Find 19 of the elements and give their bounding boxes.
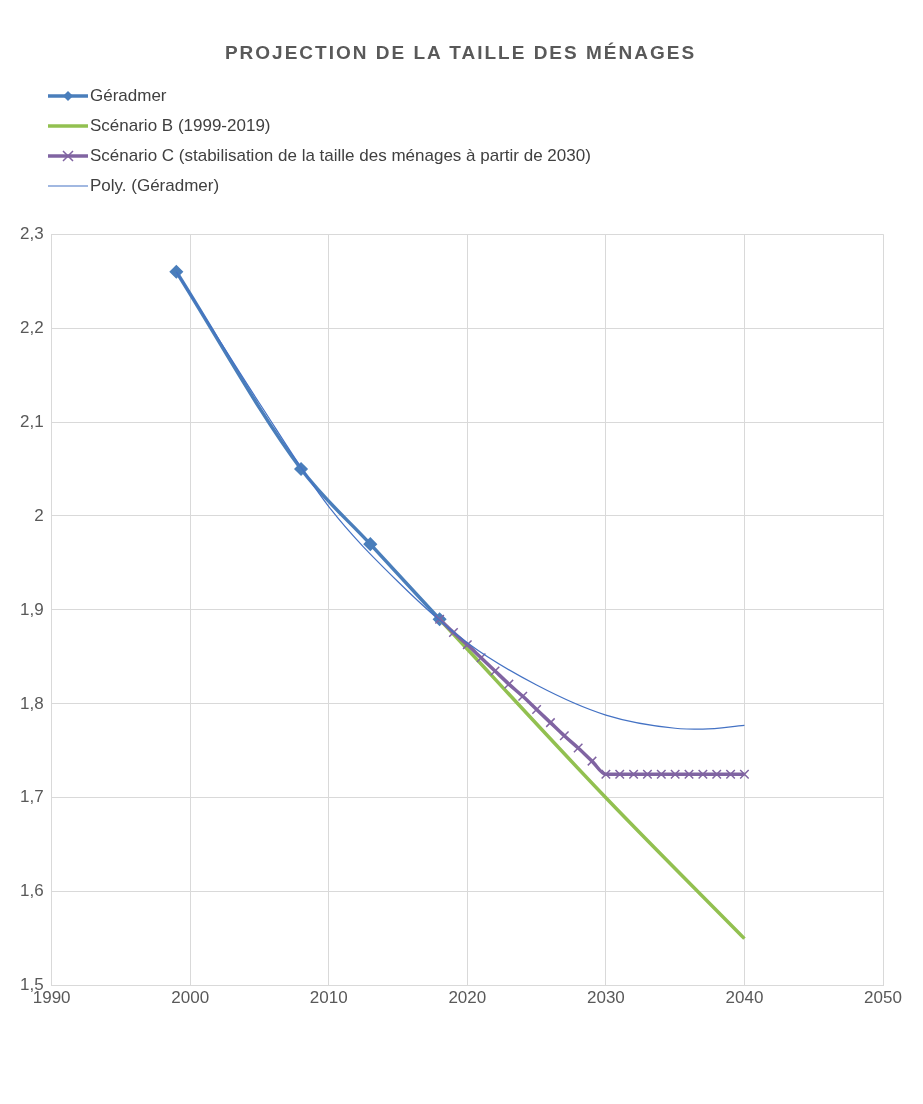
y-tick-label: 2,1 [19,411,44,431]
y-tick-label: 2,3 [19,223,44,243]
x-tick-label: 2020 [448,988,487,1008]
x-tick-label: 2010 [309,988,348,1008]
x-tick-label: 2030 [586,988,625,1008]
legend-label: Scénario C (stabilisation de la taille des ménages à partir de 2030) [90,146,591,166]
y-tick-label: 1,9 [19,599,44,619]
x-tick-label: 2050 [864,988,902,1008]
legend-label: Géradmer [90,86,167,106]
y-tick-label: 1,8 [19,693,44,713]
y-tick-label: 1,7 [19,787,44,807]
y-tick-label: 1,6 [19,881,44,901]
y-tick-label: 2 [34,505,44,525]
x-tick-label: 2040 [725,988,764,1008]
legend-label: Poly. (Géradmer) [90,176,220,196]
x-tick-label: 2000 [171,988,210,1008]
y-tick-label: 2,2 [19,317,44,337]
legend-label: Scénario B (1999-2019) [90,116,271,136]
chart-title: PROJECTION DE LA TAILLE DES MÉNAGES [223,41,698,65]
